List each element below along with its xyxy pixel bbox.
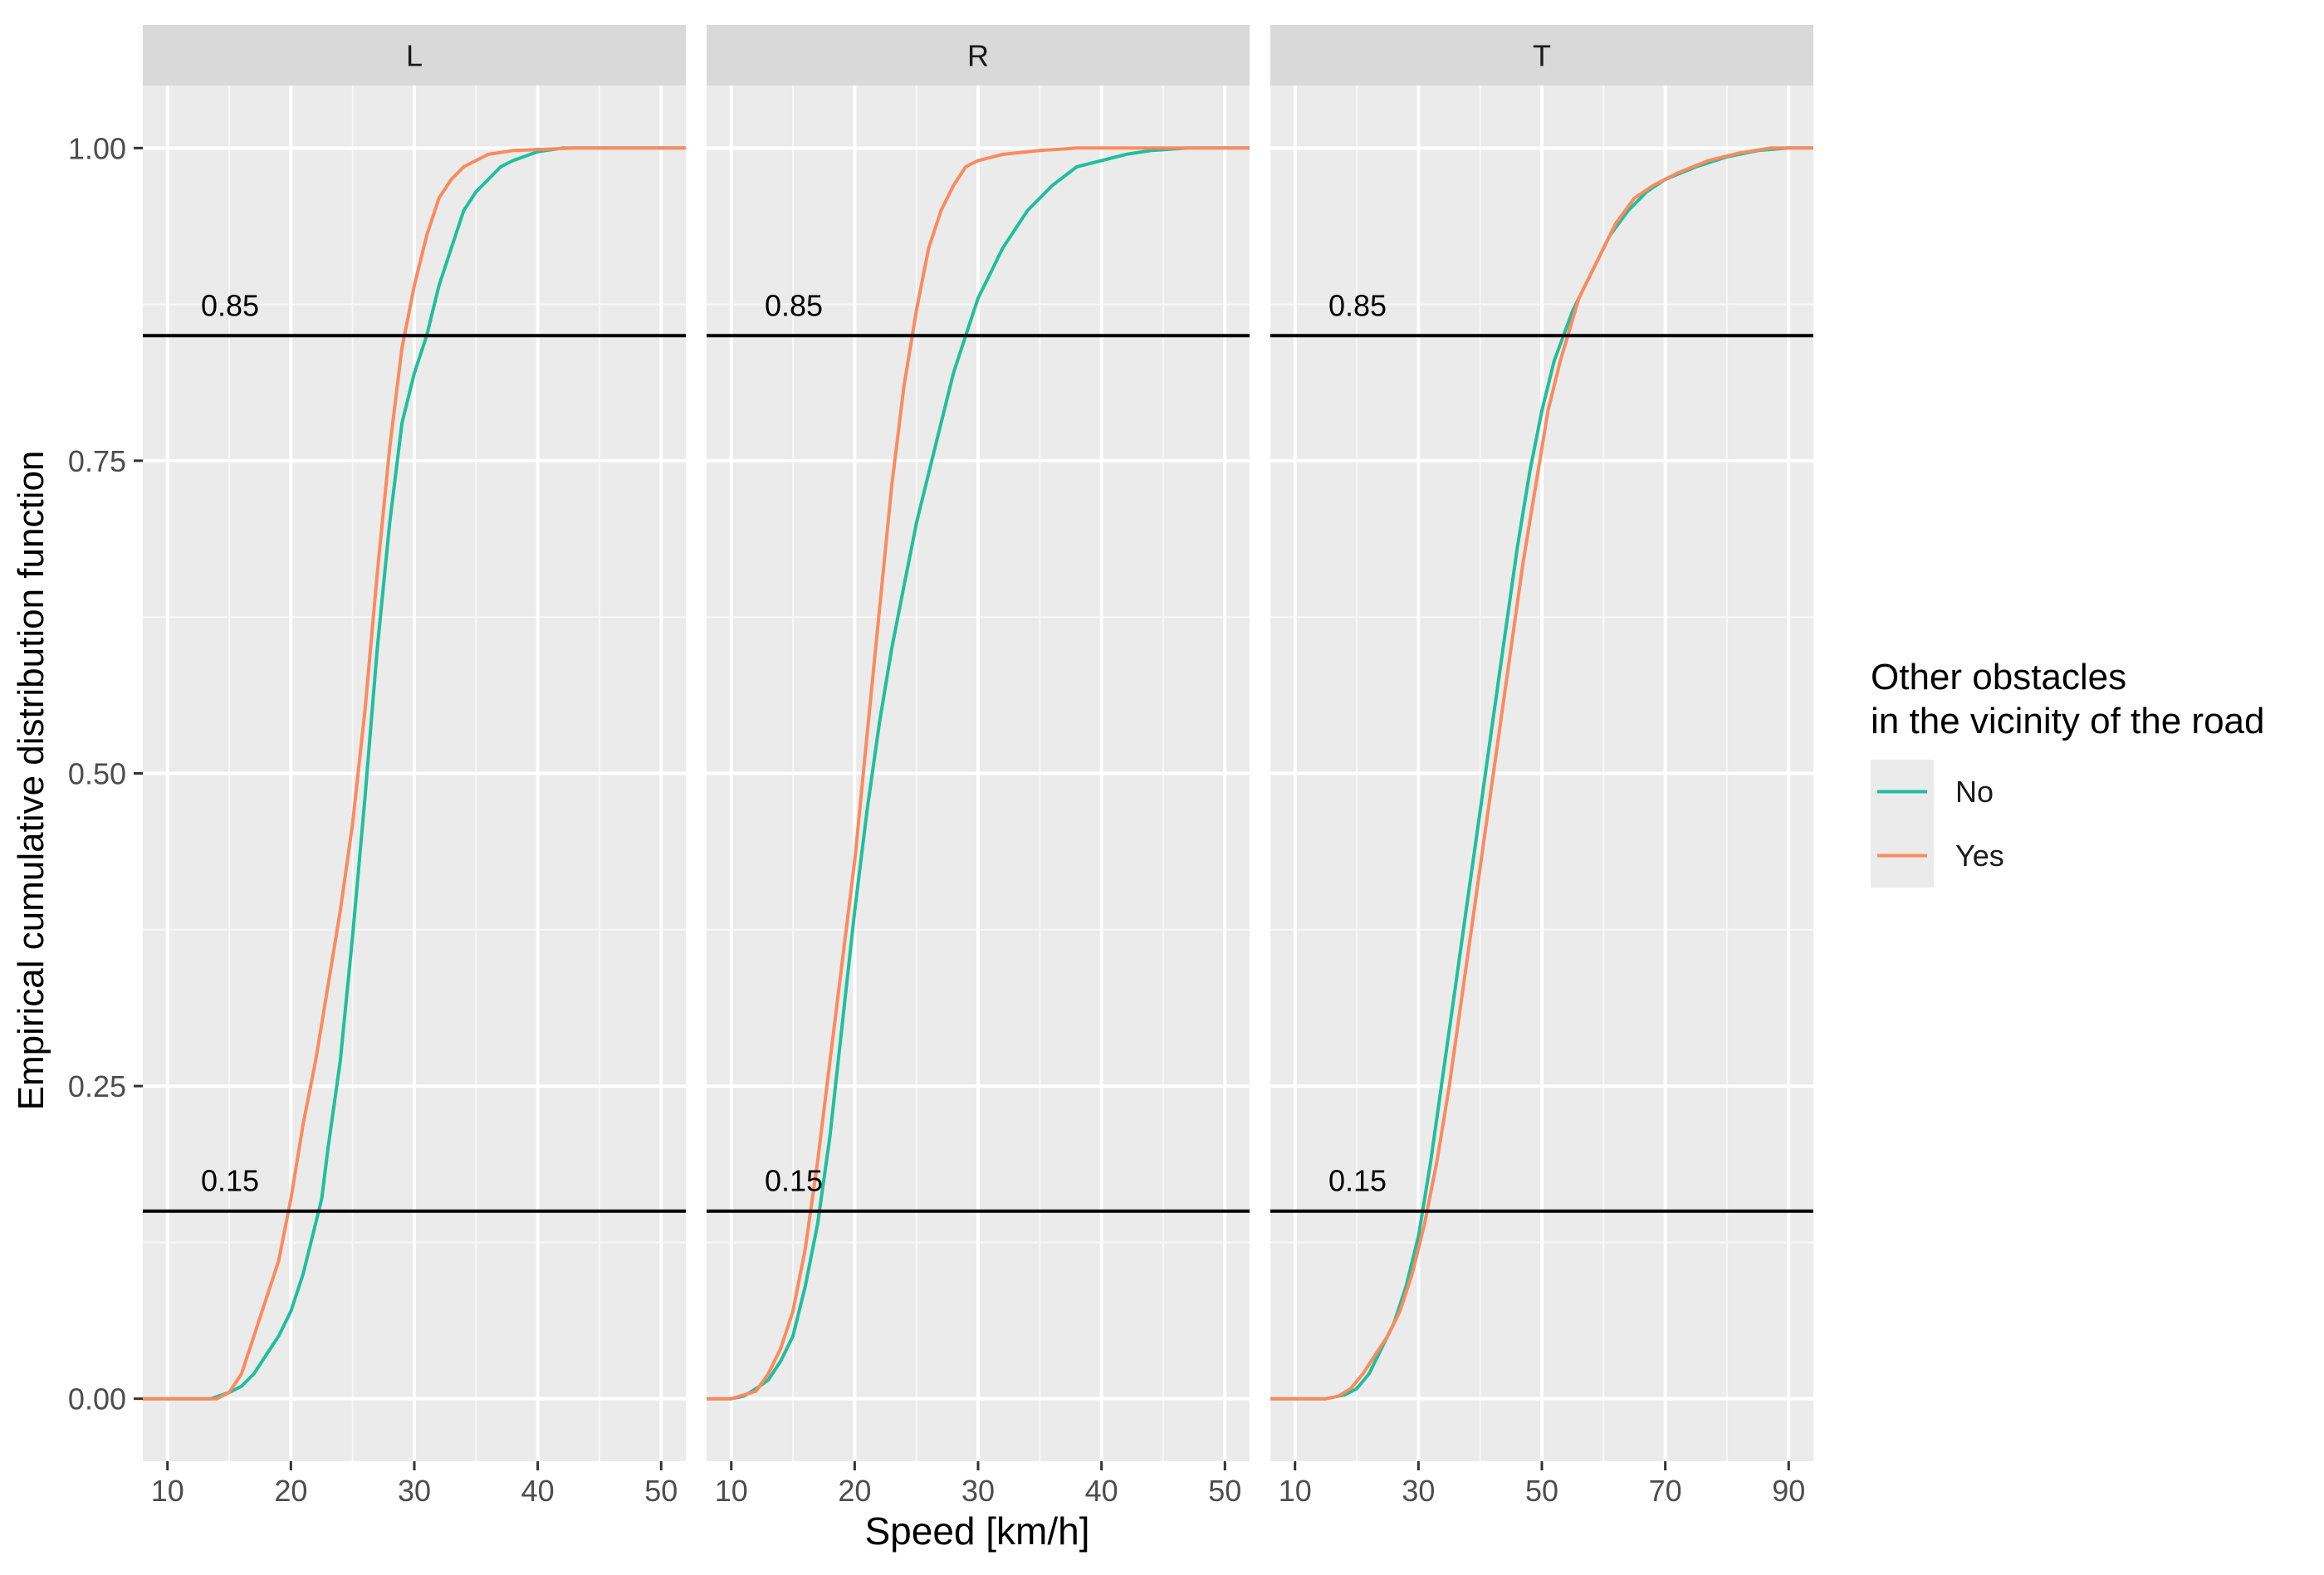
y-tick-label: 0.75 bbox=[68, 444, 126, 478]
x-tick-label: 90 bbox=[1772, 1474, 1805, 1508]
x-tick-label: 30 bbox=[961, 1474, 995, 1508]
facet-strip bbox=[707, 25, 1250, 86]
y-axis: 0.00 0.25 0.50 0.75 1.00 bbox=[68, 131, 143, 1416]
y-tick-label: 0.00 bbox=[68, 1382, 126, 1416]
ecdf-line-no bbox=[143, 146, 686, 1401]
facet-strip-label: L bbox=[406, 39, 423, 73]
x-tick-label: 40 bbox=[1085, 1474, 1118, 1508]
x-tick-label: 50 bbox=[644, 1474, 678, 1508]
x-tick-label: 50 bbox=[1208, 1474, 1241, 1508]
y-tick-label: 0.25 bbox=[68, 1069, 126, 1103]
x-tick-label: 10 bbox=[151, 1474, 184, 1508]
reference-label-015: 0.15 bbox=[201, 1164, 259, 1198]
facet-strip-label: R bbox=[967, 39, 989, 73]
reference-label-085: 0.85 bbox=[201, 288, 259, 322]
y-axis-title: Empirical cumulative distribution functi… bbox=[11, 451, 51, 1111]
ecdf-line-yes bbox=[1270, 146, 1813, 1401]
facet-strip bbox=[1270, 25, 1813, 86]
x-axis-title: Speed [km/h] bbox=[864, 1509, 1089, 1553]
ecdf-line-yes bbox=[707, 146, 1250, 1401]
facet-panels: L 10 20 30 40 50 0.85 0.15 R 10 20 30 40 50 0.85 0.15 T 1… bbox=[143, 25, 1813, 1508]
ecdf-line-no bbox=[707, 146, 1250, 1401]
panel-r: R 10 20 30 40 50 0.85 0.15 bbox=[707, 25, 1250, 1508]
x-tick-label: 30 bbox=[1402, 1474, 1435, 1508]
reference-label-015: 0.15 bbox=[1328, 1164, 1387, 1198]
reference-label-015: 0.15 bbox=[765, 1164, 823, 1198]
x-tick-label: 20 bbox=[838, 1474, 871, 1508]
x-tick-label: 50 bbox=[1525, 1474, 1558, 1508]
panel-t: T 10 30 50 70 90 0.85 0.15 bbox=[1270, 25, 1813, 1508]
x-tick-label: 30 bbox=[398, 1474, 431, 1508]
panel-l: L 10 20 30 40 50 0.85 0.15 bbox=[143, 25, 686, 1508]
legend-title-line: Other obstacles bbox=[1871, 657, 2126, 697]
legend-title-line: in the vicinity of the road bbox=[1871, 701, 2264, 741]
legend-label-yes: Yes bbox=[1955, 839, 2004, 873]
y-tick-label: 1.00 bbox=[68, 131, 126, 165]
ecdf-line-yes bbox=[143, 146, 686, 1401]
x-tick-label: 10 bbox=[715, 1474, 748, 1508]
reference-label-085: 0.85 bbox=[765, 288, 823, 322]
facet-strip bbox=[143, 25, 686, 86]
reference-label-085: 0.85 bbox=[1328, 288, 1387, 322]
facet-strip-label: T bbox=[1533, 39, 1551, 73]
x-tick-label: 10 bbox=[1279, 1474, 1312, 1508]
legend-label-no: No bbox=[1955, 775, 1994, 809]
x-tick-label: 20 bbox=[274, 1474, 307, 1508]
y-tick-label: 0.50 bbox=[68, 757, 126, 791]
x-tick-label: 70 bbox=[1649, 1474, 1682, 1508]
x-tick-label: 40 bbox=[521, 1474, 555, 1508]
